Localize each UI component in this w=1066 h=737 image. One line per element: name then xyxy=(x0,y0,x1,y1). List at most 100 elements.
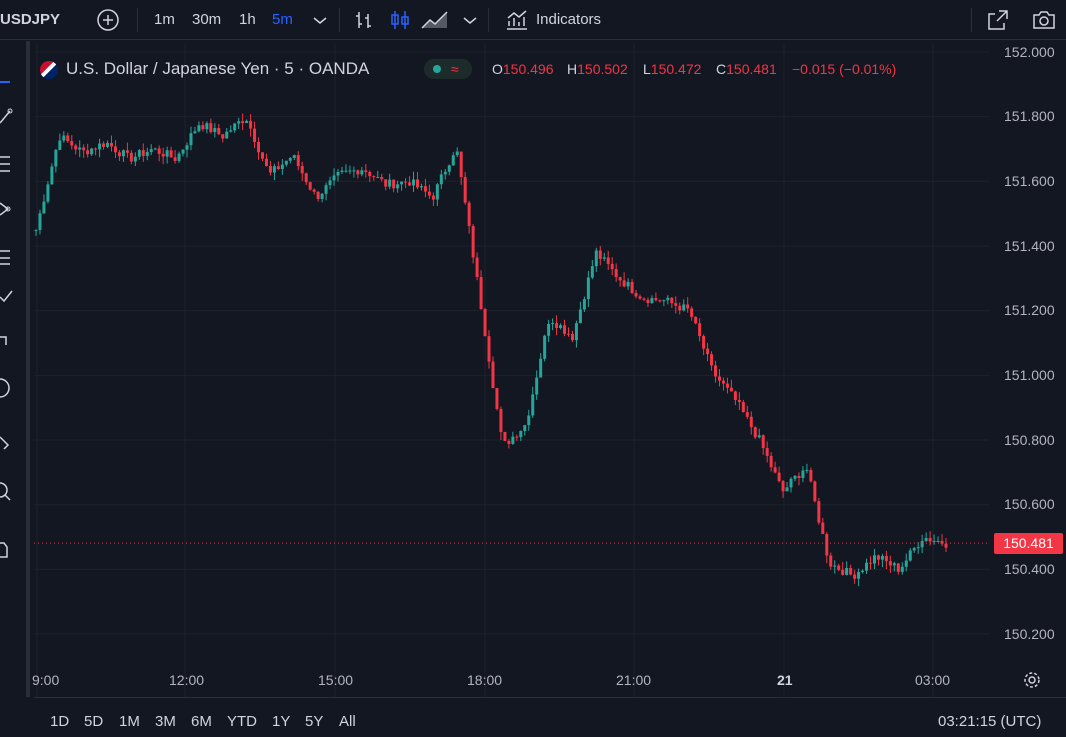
candle-body xyxy=(590,266,594,278)
interval-1m[interactable]: 1m xyxy=(154,11,175,28)
candle-style-icon[interactable] xyxy=(386,6,414,34)
candle-body xyxy=(50,166,54,185)
candle-body xyxy=(507,440,511,444)
candle-body xyxy=(483,308,487,337)
candle-body xyxy=(801,470,805,479)
fib-tool-icon[interactable] xyxy=(0,153,18,175)
measure-tool-icon[interactable] xyxy=(0,431,18,453)
candle-body xyxy=(586,277,590,300)
range-1m[interactable]: 1M xyxy=(119,713,140,730)
range-5d[interactable]: 5D xyxy=(84,713,104,730)
candle-body xyxy=(845,568,849,575)
chart-legend: U.S. Dollar / Japanese Yen · 5 · OANDA xyxy=(40,56,369,82)
candle-body xyxy=(876,555,880,560)
emoji-tool-icon[interactable] xyxy=(0,377,18,399)
interval-30m[interactable]: 30m xyxy=(192,11,222,28)
utc-clock[interactable]: 03:21:15 (UTC) xyxy=(938,713,1042,730)
candle-body xyxy=(98,143,102,150)
candle-body xyxy=(324,185,328,194)
candle-body xyxy=(368,171,372,177)
candle-body xyxy=(745,412,749,417)
candle-body xyxy=(817,501,821,523)
candle-body xyxy=(241,121,245,123)
range-1d[interactable]: 1D xyxy=(50,713,70,730)
candle-body xyxy=(149,149,153,153)
candle-body xyxy=(467,202,471,226)
candle-body xyxy=(141,150,145,156)
divider xyxy=(971,8,972,32)
fullscreen-icon[interactable] xyxy=(984,6,1012,34)
pattern-tool-icon[interactable] xyxy=(0,197,18,219)
candle-body xyxy=(396,184,400,189)
indicators-icon[interactable] xyxy=(503,6,531,34)
candle-body xyxy=(940,540,944,544)
text-tool-icon[interactable] xyxy=(0,329,18,351)
add-symbol-icon[interactable] xyxy=(94,6,122,34)
range-3m[interactable]: 3M xyxy=(155,713,176,730)
brush-tool-icon[interactable] xyxy=(0,285,18,307)
candle-body xyxy=(356,170,360,175)
trend-line-icon[interactable] xyxy=(0,105,18,127)
candle-body xyxy=(177,153,181,161)
settings-gear-icon[interactable] xyxy=(1018,666,1046,694)
candle-body xyxy=(161,153,165,157)
forecast-tool-icon[interactable] xyxy=(0,245,18,267)
candle-body xyxy=(694,316,698,324)
candle-body xyxy=(133,156,137,162)
candle-body xyxy=(833,565,837,567)
candle-body xyxy=(419,186,423,188)
candle-body xyxy=(702,336,706,349)
area-style-icon[interactable] xyxy=(420,6,448,34)
candle-body xyxy=(797,475,801,479)
candle-body xyxy=(809,469,813,482)
zoom-tool-icon[interactable] xyxy=(0,481,18,503)
time-tick: 21:00 xyxy=(616,672,652,688)
candle-body xyxy=(650,298,654,304)
symbol-search[interactable]: USDJPY xyxy=(0,11,61,28)
ohlc-high: H150.502 xyxy=(567,61,628,77)
candle-body xyxy=(721,380,725,384)
candle-body xyxy=(781,481,785,492)
candle-body xyxy=(332,175,336,181)
candle-body xyxy=(606,257,610,264)
divider xyxy=(488,8,489,32)
range-ytd[interactable]: YTD xyxy=(227,713,257,730)
range-6m[interactable]: 6M xyxy=(191,713,212,730)
interval-5m[interactable]: 5m xyxy=(272,11,293,28)
chevron-down-icon[interactable] xyxy=(456,6,484,34)
candle-body xyxy=(920,540,924,548)
candle-body xyxy=(185,145,189,150)
candle-body xyxy=(157,148,161,154)
price-chart[interactable] xyxy=(34,44,989,697)
candle-body xyxy=(209,123,213,133)
candle-body xyxy=(435,184,439,200)
range-all[interactable]: All xyxy=(339,713,356,730)
candle-body xyxy=(404,181,408,183)
candle-body xyxy=(336,172,340,176)
candle-body xyxy=(765,448,769,456)
candle-body xyxy=(761,435,765,449)
candle-body xyxy=(94,148,98,150)
candle-body xyxy=(861,570,865,572)
range-5y[interactable]: 5Y xyxy=(305,713,324,730)
candle-body xyxy=(245,120,249,123)
candle-body xyxy=(487,336,491,362)
bar-style-icon[interactable] xyxy=(350,6,378,34)
cursor-tool-icon[interactable] xyxy=(0,71,18,93)
snapshot-icon[interactable] xyxy=(1030,6,1058,34)
interval-1h[interactable]: 1h xyxy=(239,11,256,28)
candle-body xyxy=(710,354,714,366)
candle-body xyxy=(296,155,300,167)
chevron-down-icon[interactable] xyxy=(306,6,334,34)
market-status-badge[interactable]: ≈ xyxy=(424,59,472,79)
candle-body xyxy=(292,155,296,159)
candle-body xyxy=(288,158,292,161)
range-1y[interactable]: 1Y xyxy=(272,713,291,730)
candle-body xyxy=(38,213,42,230)
alert-tool-icon[interactable] xyxy=(0,539,18,561)
indicators-button[interactable]: Indicators xyxy=(536,11,602,28)
ohlc-change: −0.015 (−0.01%) xyxy=(792,61,897,77)
candle-body xyxy=(670,297,674,304)
candle-body xyxy=(34,229,38,231)
candle-body xyxy=(932,540,936,542)
